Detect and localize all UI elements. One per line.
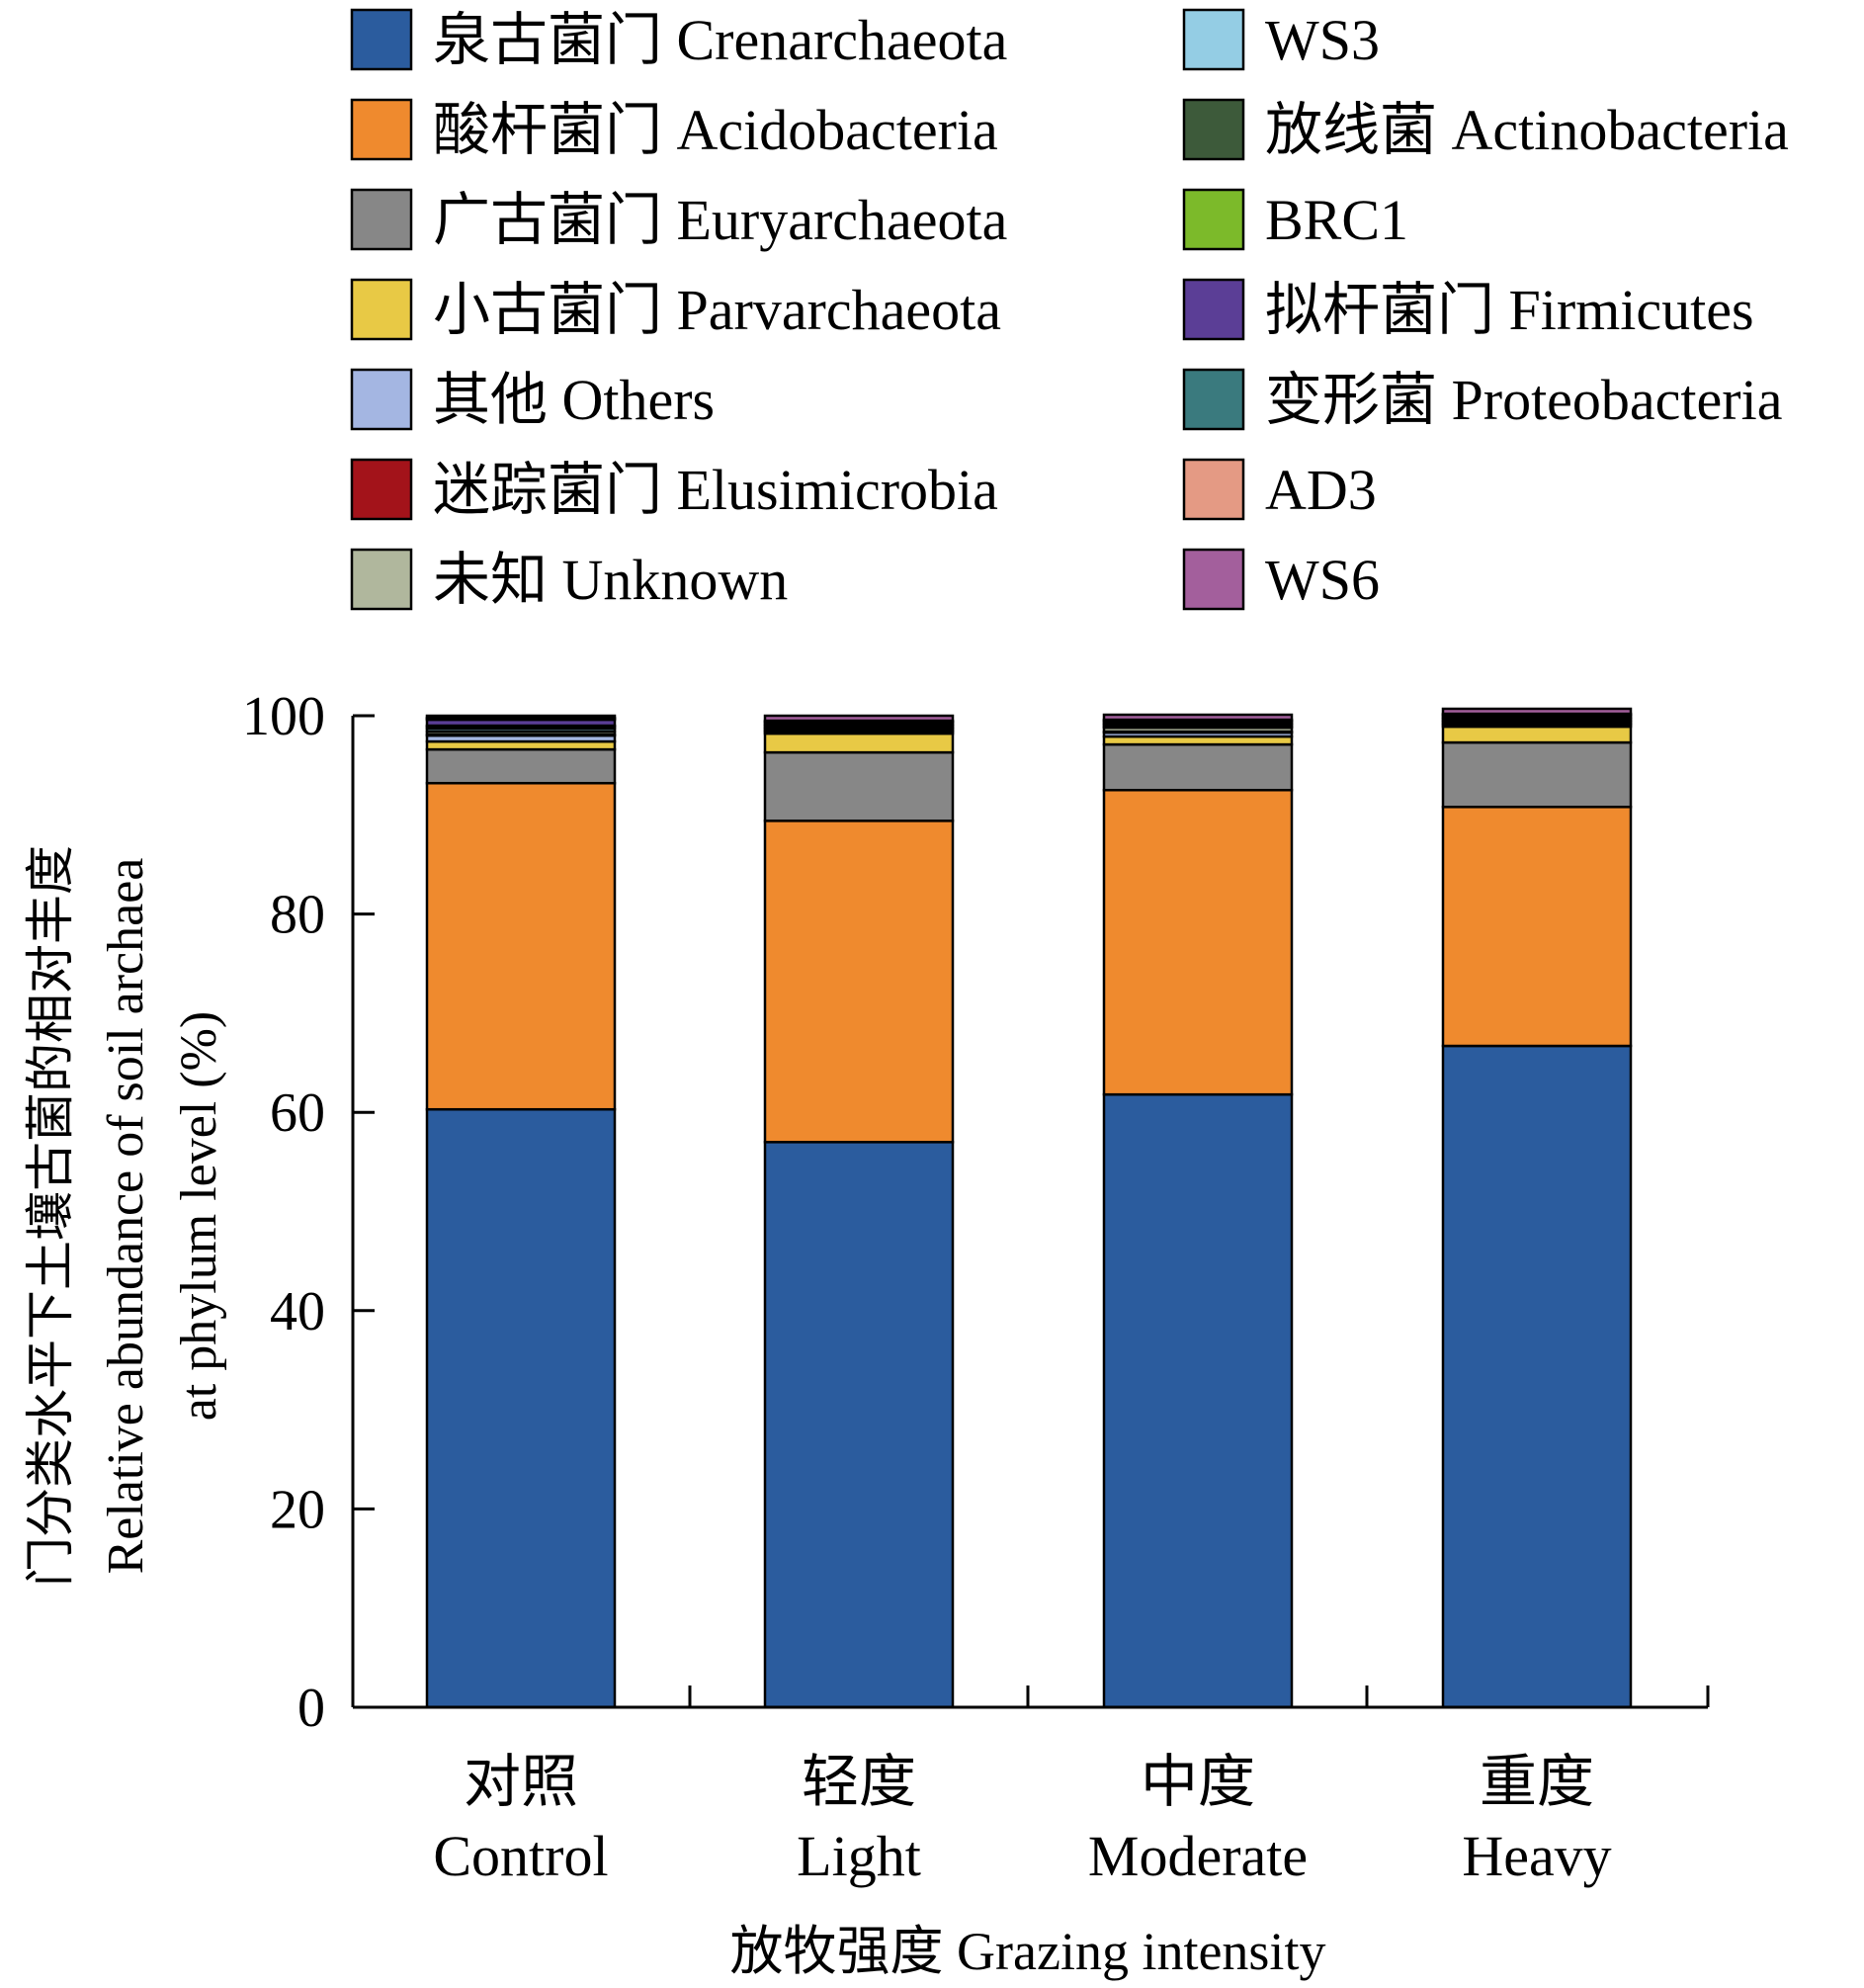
- legend-item: 变形菌 Proteobacteria: [1182, 368, 1782, 432]
- bar-segment: [763, 714, 955, 723]
- bars: [425, 707, 1633, 1709]
- legend-item: AD3: [1182, 458, 1377, 522]
- x-tick-label-en: Moderate: [1088, 1824, 1308, 1888]
- legend: 泉古菌门 Crenarchaeota 酸杆菌门 Acidobacteria 广古菌门…: [350, 8, 1789, 612]
- legend-item: 其他 Others: [350, 368, 715, 432]
- x-tick-label-zh: 对照: [464, 1750, 578, 1814]
- axes: [351, 716, 1708, 1709]
- legend-item: 酸杆菌门 Acidobacteria: [350, 98, 998, 162]
- legend-item: BRC1: [1182, 188, 1408, 252]
- y-tick-label: 40: [270, 1281, 325, 1342]
- x-tick-label-zh: 中度: [1141, 1750, 1255, 1814]
- bar-segment: [425, 781, 617, 1111]
- legend-label: 拟杆菌门 Firmicutes: [1265, 278, 1754, 342]
- bar-stack: [425, 714, 617, 1709]
- bar-segment: [1102, 742, 1294, 792]
- legend-item: 广古菌门 Euryarchaeota: [350, 188, 1007, 252]
- legend-swatch: [350, 458, 413, 521]
- bar-stack: [1441, 707, 1633, 1709]
- legend-label: 泉古菌门 Crenarchaeota: [433, 8, 1007, 72]
- y-axis-label: 门分类水平下土壤古菌的相对丰度 Relative abundance of soi…: [23, 845, 227, 1587]
- legend-swatch: [1182, 8, 1245, 71]
- legend-label: 其他 Others: [433, 368, 715, 432]
- legend-item: WS3: [1182, 8, 1380, 72]
- legend-item: WS6: [1182, 548, 1380, 612]
- legend-item: 未知 Unknown: [350, 548, 788, 612]
- bar-segment: [1102, 713, 1294, 722]
- bar-segment: [1102, 788, 1294, 1096]
- bar-segment: [1441, 707, 1633, 716]
- legend-label: 小古菌门 Parvarchaeota: [433, 278, 1001, 342]
- bar-stack: [1102, 713, 1294, 1709]
- legend-label: 未知 Unknown: [433, 548, 788, 612]
- bar-segment: [763, 820, 955, 1144]
- bar-segment: [425, 747, 617, 785]
- y-axis-label-line: at phylum level (%): [171, 1011, 227, 1421]
- legend-swatch: [1182, 368, 1245, 431]
- legend-label: WS3: [1265, 8, 1380, 72]
- legend-swatch: [1182, 98, 1245, 161]
- y-axis-label-line: Relative abundance of soil archaea: [98, 858, 154, 1575]
- bar-segment: [425, 1107, 617, 1709]
- bar-segment: [1102, 1092, 1294, 1709]
- legend-swatch: [350, 368, 413, 431]
- legend-label: 变形菌 Proteobacteria: [1265, 368, 1782, 432]
- y-tick-label: 0: [297, 1678, 325, 1739]
- legend-item: 拟杆菌门 Firmicutes: [1182, 278, 1754, 342]
- legend-item: 放线菌 Actinobacteria: [1182, 98, 1789, 162]
- legend-label: WS6: [1265, 548, 1380, 612]
- legend-swatch: [350, 8, 413, 71]
- bar-stack: [763, 714, 955, 1709]
- y-tick-label: 60: [270, 1082, 325, 1144]
- y-tick-label: 80: [270, 885, 325, 946]
- legend-swatch: [1182, 548, 1245, 611]
- legend-label: 酸杆菌门 Acidobacteria: [433, 98, 998, 162]
- legend-swatch: [350, 278, 413, 341]
- x-tick-label-zh: 重度: [1480, 1750, 1594, 1814]
- x-tick-label-en: Heavy: [1462, 1824, 1611, 1888]
- legend-swatch: [1182, 188, 1245, 251]
- legend-label: 广古菌门 Euryarchaeota: [433, 188, 1007, 252]
- bar-segment: [763, 1141, 955, 1709]
- legend-item: 泉古菌门 Crenarchaeota: [350, 8, 1007, 72]
- legend-label: BRC1: [1265, 188, 1408, 252]
- tick-labels: 0 20 40 60 80 100 对照 Control 轻度 Light 中度 Moderate 重度…: [242, 686, 1710, 1888]
- legend-label: 放线菌 Actinobacteria: [1265, 98, 1789, 162]
- legend-swatch: [350, 548, 413, 611]
- x-axis-title: 放牧强度 Grazing intensity: [730, 1922, 1326, 1981]
- legend-label: 迷踪菌门 Elusimicrobia: [433, 458, 998, 522]
- x-tick-label-zh: 轻度: [802, 1750, 916, 1814]
- y-tick-label: 100: [242, 686, 325, 747]
- y-tick-label: 20: [270, 1479, 325, 1540]
- legend-label: AD3: [1265, 458, 1377, 522]
- legend-swatch: [350, 188, 413, 251]
- bar-segment: [1441, 1044, 1633, 1709]
- legend-swatch: [1182, 458, 1245, 521]
- legend-swatch: [1182, 278, 1245, 341]
- bar-segment: [425, 714, 617, 720]
- x-tick-label-en: Control: [433, 1824, 608, 1888]
- legend-item: 迷踪菌门 Elusimicrobia: [350, 458, 998, 522]
- bar-segment: [763, 750, 955, 822]
- bar-segment: [1441, 806, 1633, 1048]
- x-tick-label-en: Light: [797, 1824, 921, 1888]
- legend-item: 小古菌门 Parvarchaeota: [350, 278, 1001, 342]
- bar-segment: [1441, 740, 1633, 809]
- bar-segment: [763, 732, 955, 754]
- bar-segment: [1441, 725, 1633, 744]
- legend-swatch: [350, 98, 413, 161]
- y-axis-label-line: 门分类水平下土壤古菌的相对丰度: [23, 845, 78, 1587]
